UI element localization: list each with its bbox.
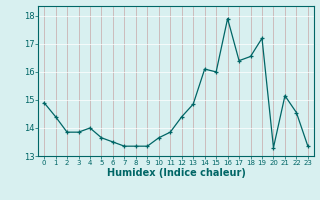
X-axis label: Humidex (Indice chaleur): Humidex (Indice chaleur) <box>107 168 245 178</box>
